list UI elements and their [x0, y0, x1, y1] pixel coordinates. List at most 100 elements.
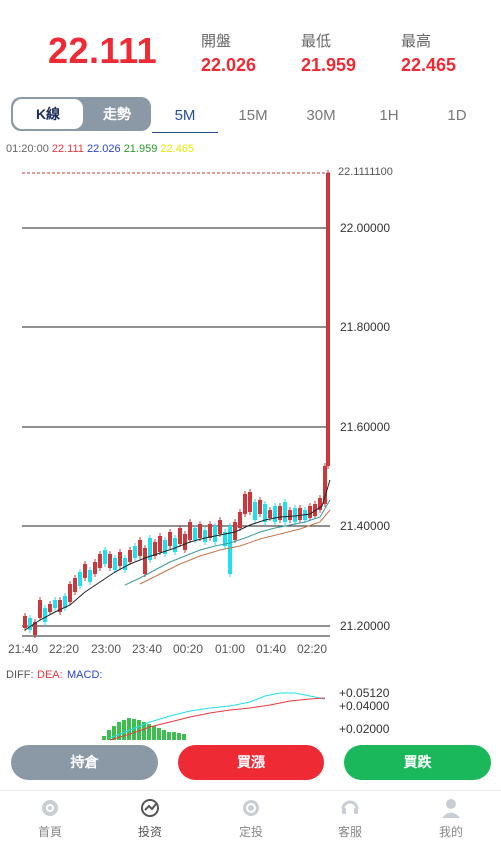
time-label: 23:40 [132, 642, 162, 656]
timeframe-1d[interactable]: 1D [447, 107, 467, 124]
candle-body [78, 572, 82, 586]
stat-low-value: 21.959 [301, 55, 357, 75]
tab-plan-label: 定投 [238, 825, 263, 839]
timeframe-30m[interactable]: 30M [306, 107, 336, 124]
tab-profile[interactable]: 我的 [421, 797, 481, 840]
ohlc-time: 01:20:00 [6, 143, 49, 155]
candle-body [288, 510, 292, 520]
candle-body [263, 504, 267, 522]
candle-body [108, 554, 112, 568]
ohlc-open: 22.026 [86, 143, 121, 155]
timeframe-15m[interactable]: 15M [238, 107, 268, 124]
macd-bar [147, 724, 151, 740]
candle-body [218, 520, 222, 534]
time-label: 01:40 [256, 642, 286, 656]
candle-body [163, 540, 167, 554]
ohlc-low: 21.959 [123, 143, 158, 155]
candle-body [98, 554, 102, 568]
timeframe-5m[interactable]: 5M [174, 107, 196, 124]
candle-body [158, 536, 162, 552]
plan-icon [243, 800, 259, 816]
time-label: 21:40 [8, 642, 38, 656]
ma-line-2 [124, 499, 331, 586]
tab-plan[interactable]: 定投 [221, 797, 281, 840]
stat-low-label: 最低 [301, 33, 332, 50]
candle-body [113, 558, 117, 570]
service-icon [341, 800, 359, 814]
holdings-button[interactable]: 持倉 [11, 745, 158, 780]
candle-body [253, 502, 257, 520]
stat-low: 最低 21.959 [301, 30, 356, 76]
time-label: 00:20 [173, 642, 203, 656]
macd-bar [107, 730, 111, 740]
ma-line-1 [24, 479, 331, 631]
candle-body [188, 522, 192, 540]
macd-value-label: +0.05120 [339, 686, 390, 700]
buy-down-button[interactable]: 買跌 [344, 745, 491, 780]
stat-high-value: 22.465 [401, 55, 457, 75]
candle-body [208, 524, 212, 538]
candle-body [63, 596, 67, 608]
macd-dea-line [109, 697, 326, 741]
price-label: 21.80000 [340, 320, 390, 334]
candle-body [318, 498, 322, 510]
candle-body [313, 504, 317, 516]
price-label: 21.60000 [340, 420, 390, 434]
macd-bar [157, 728, 161, 740]
profile-icon [442, 799, 460, 818]
macd-bar [152, 726, 156, 740]
macd-bar [117, 722, 121, 740]
tab-profile-label: 我的 [438, 825, 463, 839]
chart-mode-toggle[interactable]: K線 走勢 [11, 97, 151, 131]
candle-body [58, 600, 62, 612]
macd-bar [132, 719, 136, 740]
candle-body [273, 506, 277, 522]
macd-bar [172, 732, 176, 740]
macd-value-label: +0.04000 [339, 699, 390, 713]
macd-bar [127, 718, 131, 740]
candle-body [293, 508, 297, 522]
kline-mode-button[interactable]: K線 [13, 99, 83, 129]
candle-body [278, 506, 282, 520]
tab-home[interactable]: 首頁 [20, 797, 80, 840]
candle-body [133, 546, 137, 558]
price-label: 21.40000 [340, 519, 390, 533]
candle-body [128, 550, 132, 562]
candle-body [43, 608, 47, 622]
macd-dea-label: DEA: [37, 669, 63, 681]
bottom-tab-bar: 首頁 投资 定投 客服 我的 [0, 790, 501, 847]
candle-body [233, 522, 237, 540]
candle-body [103, 550, 107, 564]
macd-diff-label: DIFF: [6, 669, 34, 681]
timeframe-1h[interactable]: 1H [379, 107, 399, 124]
macd-bar [112, 726, 116, 740]
home-icon [42, 800, 58, 816]
time-label: 01:00 [215, 642, 245, 656]
macd-diff-line [109, 692, 326, 739]
candles [23, 170, 330, 638]
macd-bar [182, 734, 186, 740]
candle-body [88, 570, 92, 582]
ohlc-high: 22.465 [160, 143, 195, 155]
stat-open-label: 開盤 [201, 33, 232, 50]
candle-body [148, 538, 152, 560]
stat-open: 開盤 22.026 [201, 30, 256, 76]
buy-up-button[interactable]: 買漲 [178, 745, 324, 780]
tab-invest[interactable]: 投资 [120, 797, 180, 840]
kline-chart[interactable]: 22.1111100 22.00000 21.80000 21.60000 21… [0, 160, 501, 742]
candle-body [238, 512, 242, 528]
current-price: 22.111 [48, 30, 158, 71]
candle-body [183, 534, 187, 550]
macd-bar [102, 736, 106, 740]
trend-mode-button[interactable]: 走勢 [103, 106, 131, 122]
candle-body [213, 526, 217, 542]
candle-body [123, 558, 127, 570]
price-label-top: 22.1111100 [338, 166, 393, 178]
candle-body [283, 502, 287, 522]
tab-service[interactable]: 客服 [320, 797, 380, 840]
tab-invest-label: 投资 [137, 825, 162, 839]
candle-body [143, 548, 147, 574]
macd-bar [142, 722, 146, 740]
candle-body [298, 508, 302, 520]
time-label: 23:00 [91, 642, 121, 656]
